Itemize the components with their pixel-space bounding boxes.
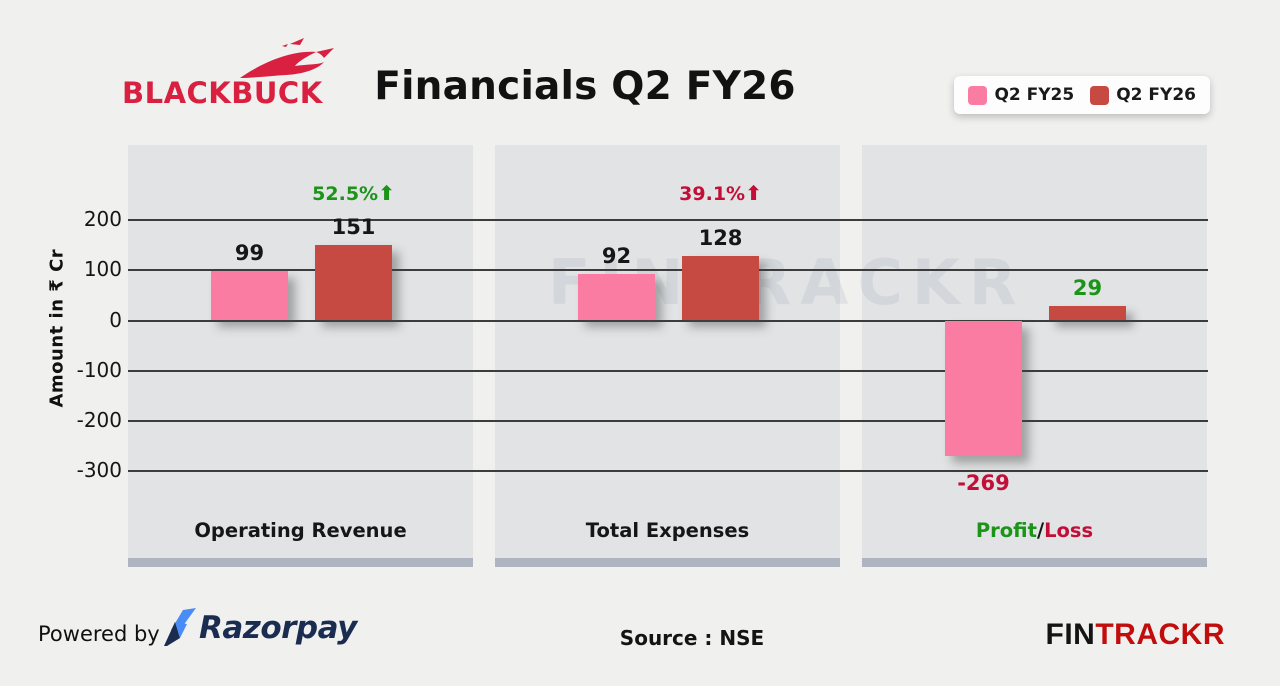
- gridline-200: [128, 218, 1208, 221]
- razorpay-arrow-icon: [164, 608, 196, 646]
- bar-value-label: 128: [698, 226, 743, 251]
- gridline--100: [128, 369, 1208, 372]
- category-label-2: Total Expenses: [495, 519, 840, 542]
- bar-profit-loss-q2fy25: [945, 320, 1022, 456]
- chart-panel-1: [128, 145, 473, 567]
- up-arrow-icon: ⬆: [378, 181, 395, 205]
- bar-total-expenses-q2fy25: [578, 274, 655, 321]
- chart-panel-3: [862, 145, 1207, 567]
- y-tick-200: 200: [83, 206, 122, 231]
- blackbuck-antelope-icon: [240, 38, 334, 78]
- fintrackr-logo-fin: FIN: [1045, 618, 1096, 651]
- bar-total-expenses-q2fy26: [682, 256, 759, 321]
- y-axis-title: Amount in ₹ Cr: [46, 248, 68, 408]
- y-tick--300: -300: [76, 458, 122, 483]
- category-label-part: Total Expenses: [585, 519, 750, 542]
- panel-bottom-strip: [862, 558, 1207, 567]
- page-title: Financials Q2 FY26: [374, 64, 796, 109]
- growth-badge-1: 52.5%⬆: [312, 181, 395, 205]
- chart-panel-2: [495, 145, 840, 567]
- y-tick-0: 0: [109, 307, 122, 332]
- legend-item-q2fy25: Q2 FY25: [968, 85, 1074, 105]
- legend-label-q2fy26: Q2 FY26: [1116, 85, 1196, 105]
- legend-swatch-q2fy26: [1090, 85, 1110, 105]
- category-label-3: Profit/Loss: [862, 519, 1207, 542]
- bar-value-label: 151: [331, 214, 376, 239]
- gridline--300: [128, 470, 1208, 473]
- blackbuck-logo: BLACKBUCK: [122, 36, 334, 114]
- growth-badge-2: 39.1%⬆: [679, 181, 762, 205]
- category-label-part: /: [1036, 519, 1045, 542]
- category-label-part: Loss: [1044, 519, 1094, 542]
- bar-value-label: 92: [601, 244, 632, 269]
- bar-profit-loss-q2fy26: [1049, 305, 1126, 321]
- legend-label-q2fy25: Q2 FY25: [994, 85, 1075, 105]
- y-tick--200: -200: [76, 408, 122, 433]
- gridline-0: [128, 319, 1208, 322]
- bar-operating-revenue-q2fy26: [315, 244, 392, 321]
- legend-swatch-q2fy25: [968, 85, 988, 105]
- bar-value-label: 99: [234, 240, 265, 265]
- gridline--200: [128, 420, 1208, 423]
- bar-value-label: 29: [1072, 275, 1103, 300]
- source-label: Source : NSE: [619, 626, 765, 650]
- category-label-1: Operating Revenue: [128, 519, 473, 542]
- panel-bottom-strip: [128, 558, 473, 567]
- razorpay-logo-text: Razorpay: [199, 610, 357, 646]
- blackbuck-logo-text: BLACKBUCK: [122, 76, 323, 110]
- powered-by-label: Powered by: [38, 622, 160, 646]
- fintrackr-logo: FINTRACKR: [1046, 618, 1225, 652]
- razorpay-logo: Razorpay: [163, 608, 357, 648]
- panel-bottom-strip: [495, 558, 840, 567]
- category-label-part: Operating Revenue: [194, 519, 407, 542]
- bar-value-label: -269: [957, 470, 1010, 495]
- legend-item-q2fy26: Q2 FY26: [1090, 85, 1196, 105]
- y-tick--100: -100: [76, 357, 122, 382]
- bar-operating-revenue-q2fy25: [211, 270, 288, 321]
- y-tick-100: 100: [83, 257, 122, 282]
- fintrackr-logo-trackr: TRACKR: [1095, 618, 1225, 651]
- chart-legend: Q2 FY25 Q2 FY26: [954, 76, 1210, 114]
- gridline-100: [128, 269, 1208, 272]
- category-label-part: Profit: [975, 519, 1037, 542]
- bar-chart: 99 151 52.5%⬆ Operating Revenue 92 128 39.1%⬆ T…: [128, 145, 1208, 567]
- up-arrow-icon: ⬆: [745, 181, 762, 205]
